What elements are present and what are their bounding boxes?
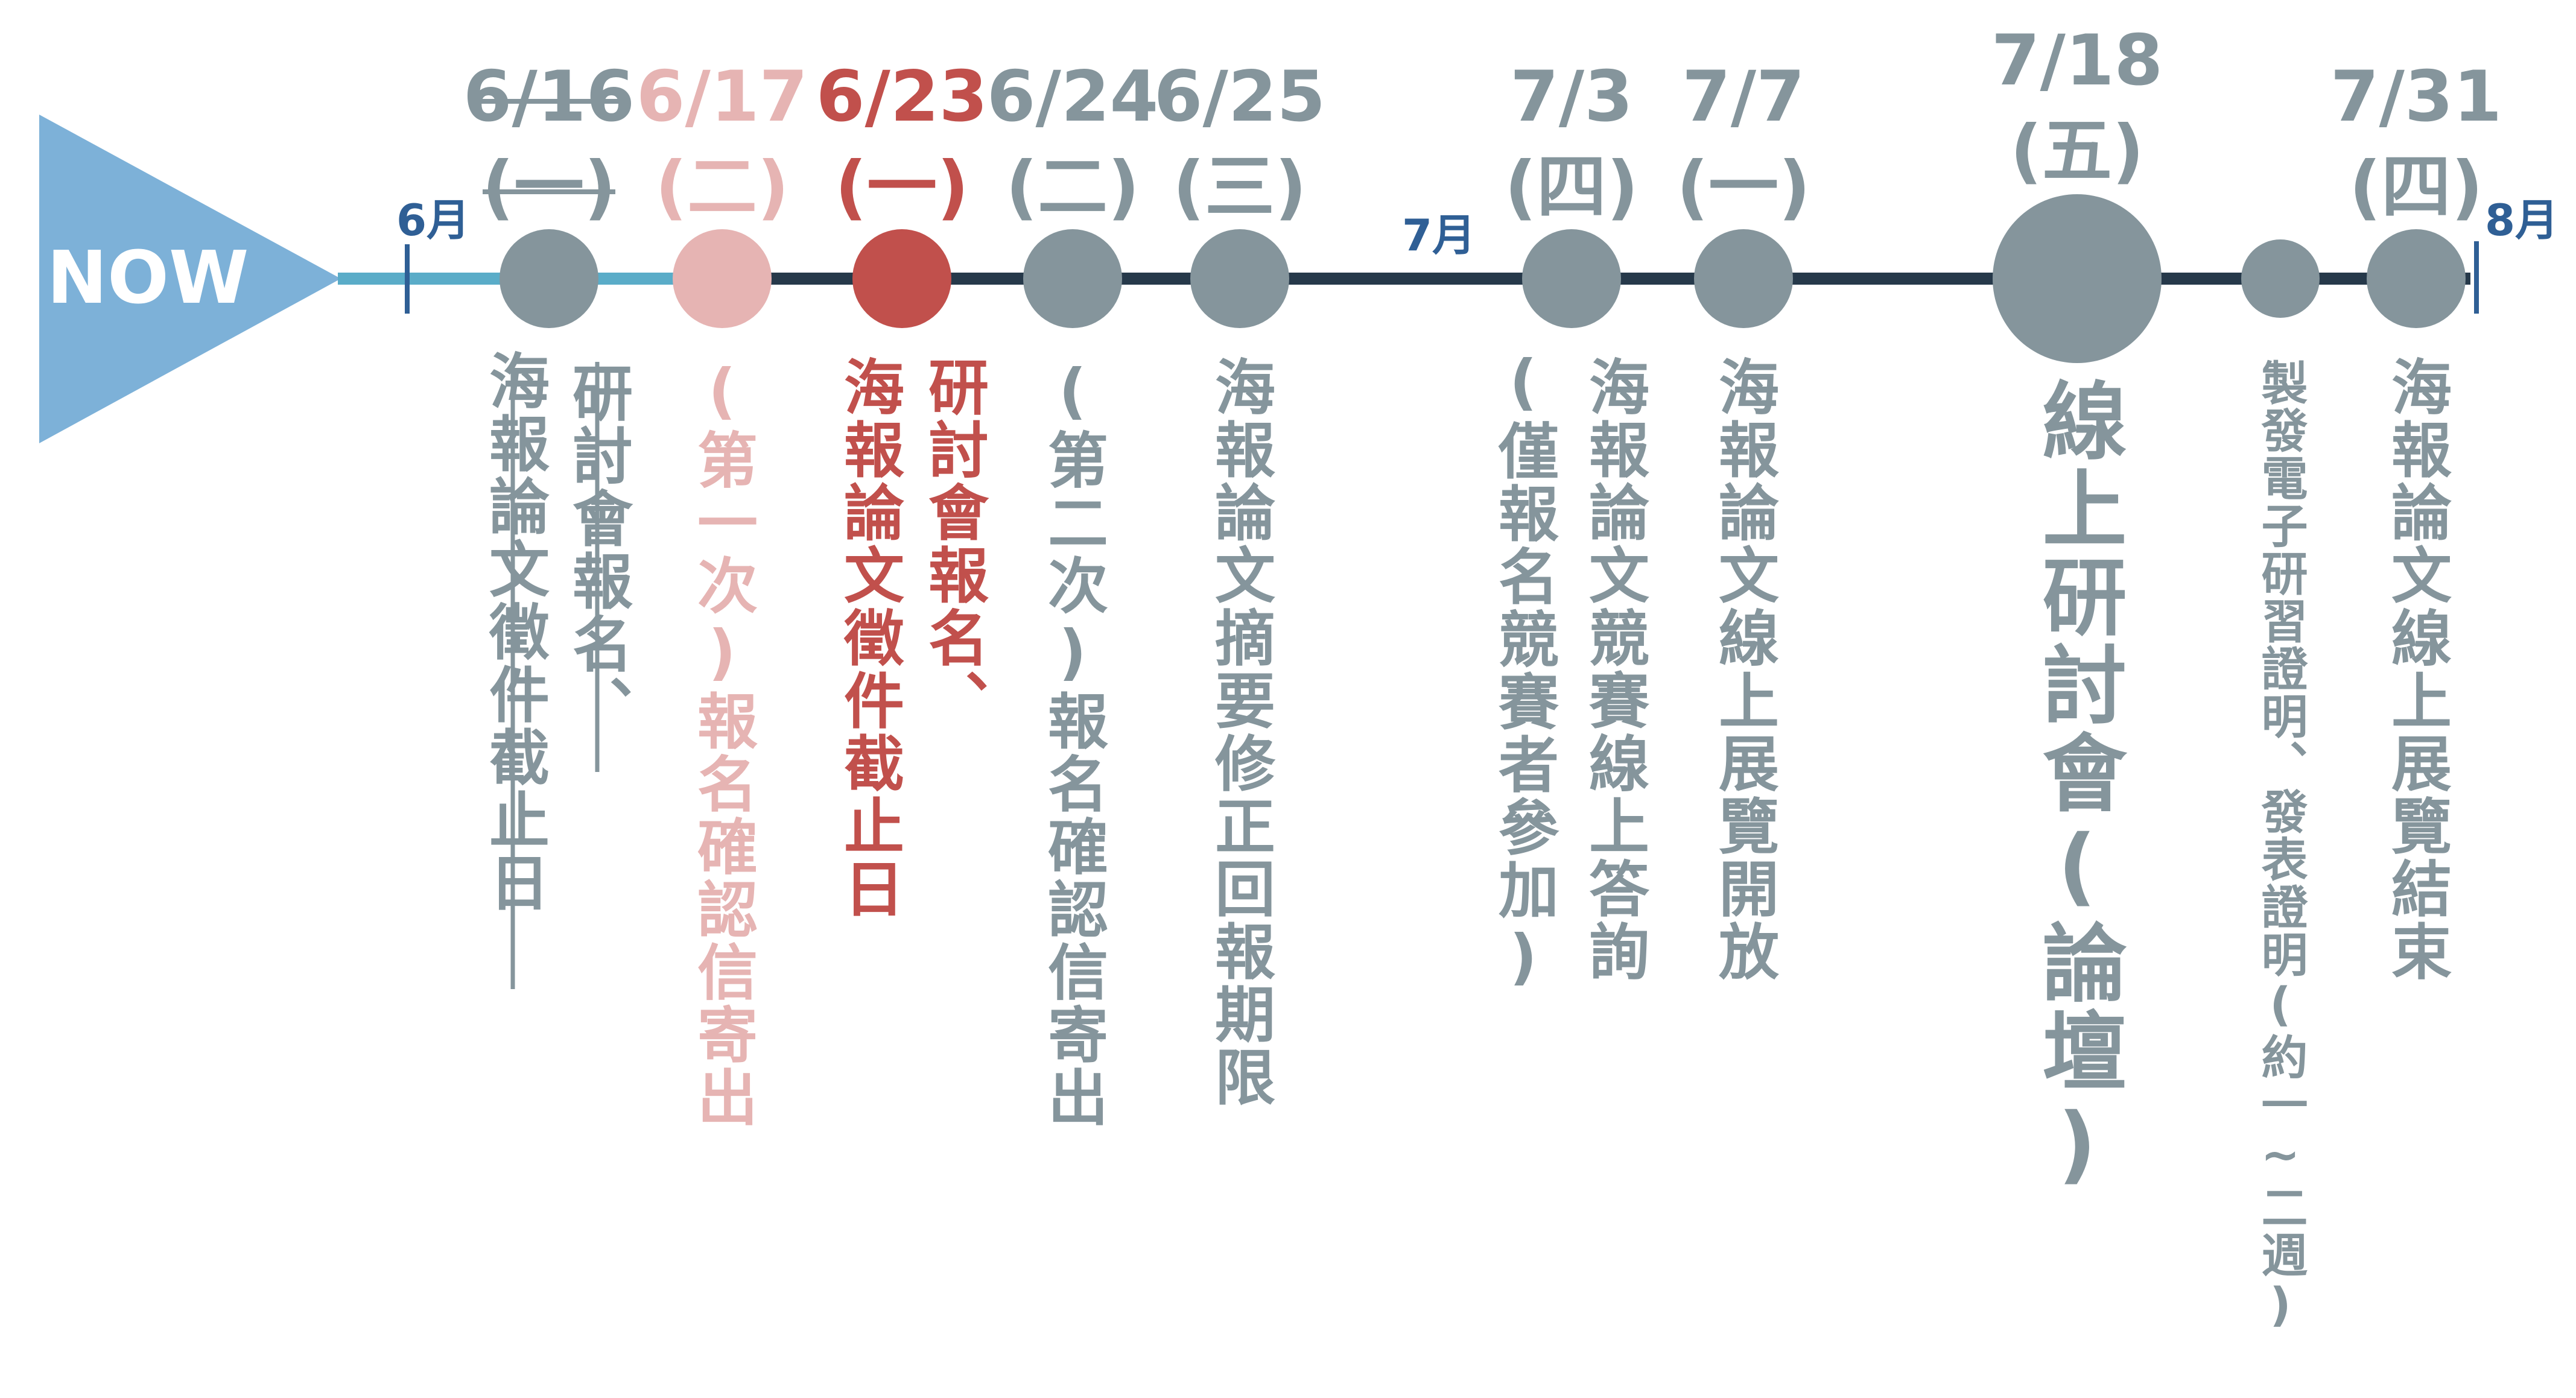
event-date: 7/31 [2330, 56, 2502, 138]
event-description: 海報論文摘要修正回報期限 [1205, 356, 1275, 1109]
event-weekday: (二) [655, 147, 789, 228]
event-date: 7/7 [1682, 56, 1805, 138]
now-label: NOW [47, 236, 249, 320]
event-weekday: (一) [835, 147, 969, 228]
month-label-august: 8月 [2485, 195, 2559, 245]
event-description-minor: 製發電子研習證明、發表證明(約一~二週) [2254, 359, 2309, 1333]
event-date: 6/24 [987, 56, 1159, 138]
event-description: 海報論文線上展覽開放 [1708, 356, 1779, 983]
event-node [500, 229, 598, 328]
event-weekday: (一) [1677, 147, 1810, 228]
event-weekday: (一) [482, 147, 616, 228]
event-weekday: (二) [1006, 147, 1140, 228]
event-weekday: (五) [2010, 110, 2144, 192]
event-weekday: (三) [1173, 147, 1307, 228]
event-description-major: 線上研討會(論壇) [2028, 377, 2127, 1197]
now-arrow [39, 115, 341, 443]
event-node [1190, 229, 1289, 328]
event-node [1522, 229, 1621, 328]
event-date: 7/18 [1991, 20, 2163, 101]
event-node [1023, 229, 1122, 328]
event-weekday: (四) [1505, 147, 1639, 228]
event-description: (第二次)報名確認信寄出 [1038, 356, 1108, 1129]
event-description: (第一次)報名確認信寄出 [687, 356, 758, 1129]
event-date: 7/3 [1510, 56, 1633, 138]
month-label-june: 6月 [396, 195, 470, 245]
event-description: 海報論文競賽線上答詢 [1579, 356, 1649, 983]
event-node [2367, 229, 2466, 328]
event-description: 海報論文線上展覽結束 [2381, 356, 2452, 983]
event-node-minor [2241, 239, 2320, 318]
event-node [673, 229, 772, 328]
event-date: 6/16 [463, 56, 635, 138]
event-node [852, 229, 951, 328]
event-date: 6/25 [1154, 56, 1326, 138]
event-description: 海報論文徵件截止日 [834, 356, 905, 920]
event-date: 6/23 [816, 56, 988, 138]
event-node [1694, 229, 1793, 328]
month-label-july: 7月 [1402, 210, 1476, 261]
event-description: (僅報名競賽者參加) [1488, 347, 1559, 995]
event-node-major [1993, 194, 2162, 363]
event-date: 6/17 [636, 56, 808, 138]
event-weekday: (四) [2349, 147, 2483, 228]
event-description: 研討會報名、 [918, 356, 989, 732]
